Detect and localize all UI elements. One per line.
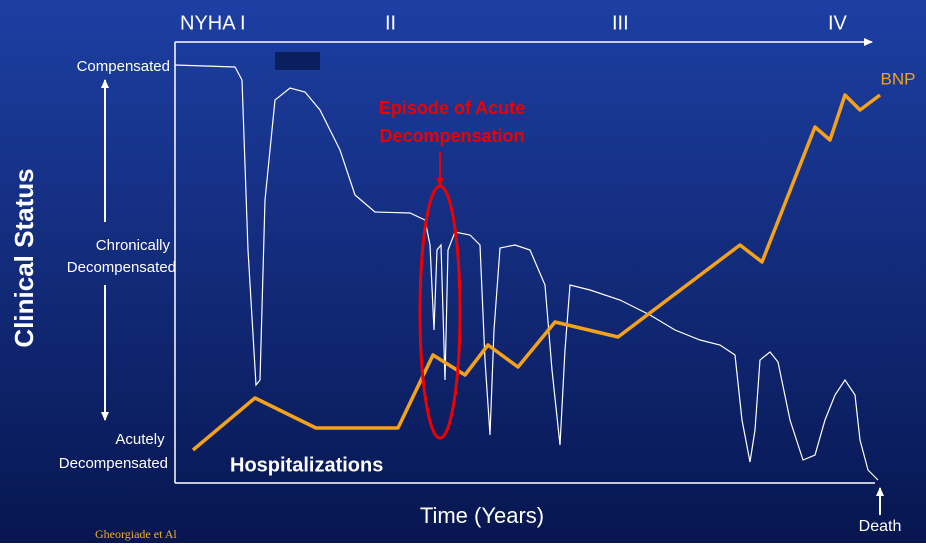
episode-label: Episode of Acute [379, 98, 525, 118]
bnp-curve [191, 93, 882, 452]
status-label: Compensated [77, 58, 170, 75]
stage-label: NYHA I [180, 12, 246, 34]
status-label: Chronically [96, 237, 171, 254]
bnp-label: BNP [881, 69, 916, 88]
stage-label: II [385, 12, 396, 34]
hospitalizations-label: Hospitalizations [230, 454, 383, 476]
status-label: Decompensated [59, 455, 168, 472]
episode-label: Decompensation [379, 126, 524, 146]
stage-label: III [612, 12, 629, 34]
y-axis-title: Clinical Status [9, 168, 39, 347]
stage-label: IV [828, 12, 848, 34]
source: Gheorgiade et Al [95, 527, 177, 541]
status-label: Decompensated [67, 259, 176, 276]
x-axis-title: Time (Years) [420, 503, 544, 528]
clinical-status-curve [174, 64, 879, 481]
status-label: Acutely [115, 431, 165, 448]
dark-patch [275, 52, 320, 70]
death-label: Death [859, 518, 902, 535]
